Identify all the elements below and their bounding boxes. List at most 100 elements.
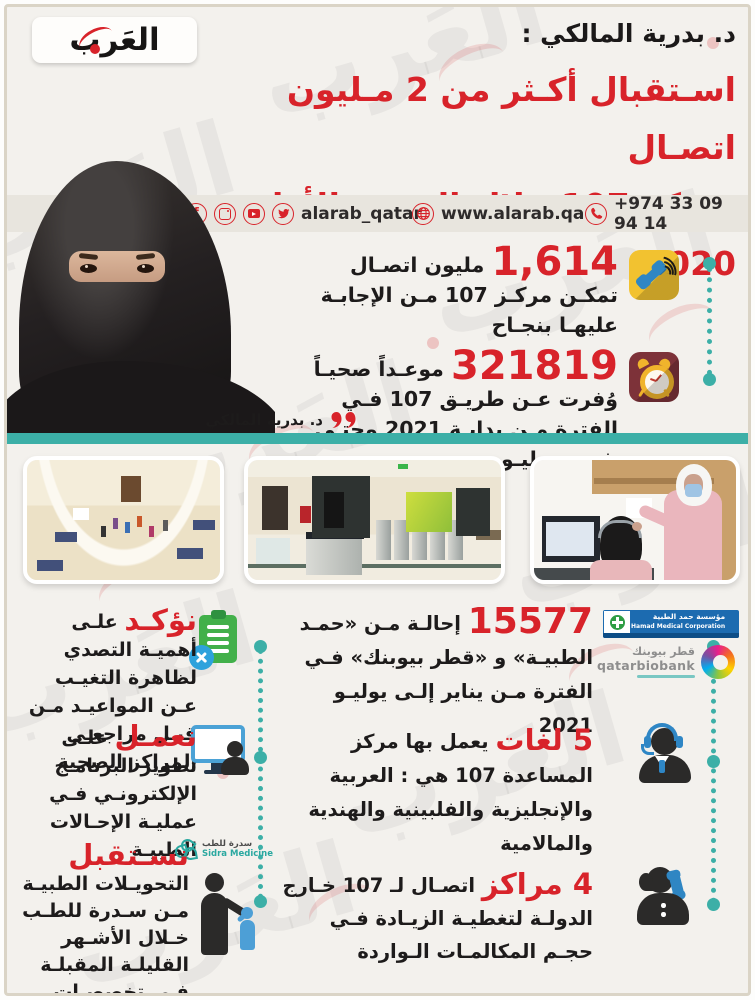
call-agent-icon	[635, 722, 695, 784]
woman-operator-icon	[635, 865, 695, 931]
hamad-strip	[603, 633, 739, 638]
body-dot	[661, 912, 666, 917]
stats-connector-line	[707, 267, 712, 375]
qbb-mark-icon	[700, 645, 735, 679]
eye	[137, 264, 154, 273]
face-mask	[685, 484, 702, 497]
hamad-flower-icon	[609, 614, 625, 630]
qbb-ar: قطر بيوبنك	[632, 644, 695, 658]
alarab-logo-text: العَرب	[69, 22, 160, 58]
social-group: f alarab_qatar	[185, 195, 422, 232]
note-text: علـى تطوير البرنامـج الإلكترونـي فـي عمل…	[49, 727, 197, 861]
clipboard-line	[207, 641, 229, 645]
hamad-ar: مؤسسة حمد الطبية	[652, 612, 726, 621]
stat-referrals-block: 15577 إحالـة مـن «حمـد الطبيـة» و «قطر ب…	[293, 604, 594, 743]
note-no-show-block: نؤكـد علـى أهميـة التصدي لظاهرة التغيـب …	[15, 606, 197, 776]
portrait-photo	[7, 155, 275, 433]
sound-wave	[663, 265, 673, 275]
alarab-logo: العَرب	[32, 17, 197, 63]
stat-value: 4 مراكز	[481, 867, 593, 901]
stat-appointments: 321819 موعـداً صحيـاً وُفرت عـن طريـق 10…	[283, 346, 619, 474]
clipboard-line	[207, 633, 229, 637]
agent-earcup	[676, 736, 683, 748]
stat-label: إحالـة مـن «حمـد الطبيـة» و «قطر بيوبنك»…	[299, 612, 593, 737]
clipboard-clip	[211, 610, 226, 619]
instagram-icon[interactable]	[214, 202, 236, 225]
right-column-connector	[711, 649, 716, 903]
alarm-clock-icon	[629, 352, 679, 402]
eyebrow	[78, 253, 99, 260]
phone-group: +974 33 09 94 14	[585, 193, 748, 234]
agent-headset	[646, 723, 678, 741]
alarm-bell	[658, 356, 673, 370]
eyebrow	[135, 253, 156, 260]
agent-earcup	[644, 736, 651, 748]
seated-agent-shoulders	[590, 560, 652, 580]
monitor-stand	[211, 763, 223, 770]
stat-value: 15577	[467, 601, 594, 642]
stat-centers-block: 4 مراكز اتصـال لـ 107 خـارج الدولـة لتغط…	[273, 869, 593, 968]
stat-label: مليون اتصـال تمكـن مركـز 107 مـن الإجابـ…	[320, 253, 618, 337]
instagram-glyph	[219, 207, 231, 220]
pointing-hand	[632, 522, 642, 531]
connector-node	[707, 898, 720, 911]
note-text: علـى أهميـة التصدي لظاهرة التغيـب عـن ال…	[28, 611, 197, 773]
qatar-biobank-logo: قطر بيوبنك qatarbiobank	[597, 645, 735, 679]
photo-lobby-turnstiles	[244, 456, 505, 584]
twitter-icon[interactable]	[272, 202, 294, 225]
stat-label: يعمل بها مركز المساعدة 107 هي : العربية …	[308, 730, 593, 855]
stat-label: اتصـال لـ 107 خـارج الدولـة لتغطيـة الزي…	[282, 874, 593, 963]
stat-value: 321819	[451, 343, 619, 389]
page-frame: العَرب العَرب العَرب العَرب العَرب العَر…	[4, 4, 751, 996]
sidra-medicine-logo: سدرة للطب Sidra Medicine	[173, 836, 273, 862]
hamad-emblem	[604, 611, 630, 633]
person-head	[227, 741, 243, 757]
phone-number: +974 33 09 94 14	[614, 193, 723, 234]
hamad-medical-logo: مؤسسة حمد الطبية Hamad Medical Corporati…	[603, 610, 739, 638]
cancel-badge-icon	[189, 645, 214, 670]
person-body	[221, 757, 249, 775]
note-lead: نسـتقبل	[68, 838, 189, 872]
connector-node	[254, 640, 267, 653]
monitor-base	[204, 770, 230, 774]
operator-body	[637, 893, 689, 925]
website-url[interactable]: www.alarab.qa	[441, 203, 585, 224]
social-handle[interactable]: alarab_qatar	[301, 203, 422, 224]
website-group: www.alarab.qa	[412, 195, 584, 232]
clipboard-line	[207, 649, 229, 653]
youtube-glyph	[248, 209, 260, 218]
kicker: د. بدرية المالكي :	[521, 19, 736, 48]
divider-bar	[7, 433, 748, 444]
clock-leg	[638, 388, 645, 398]
note-eprogram-block: نعمـل علـى تطوير البرنامـج الإلكترونـي ف…	[15, 722, 197, 864]
note-sidra-block: نسـتقبل التحويـلات الطبيـة مـن سـدرة للط…	[15, 841, 189, 996]
sound-wave	[660, 256, 679, 276]
handset-glyph	[639, 263, 665, 288]
child-body	[240, 920, 255, 950]
clock-leg	[663, 388, 670, 398]
connector-node	[707, 755, 720, 768]
youtube-icon[interactable]	[243, 202, 265, 225]
phone-app-icon	[629, 250, 679, 300]
clock-face	[640, 365, 674, 399]
globe-glyph	[416, 207, 430, 220]
note-lead: نعمـل	[114, 719, 198, 753]
photo-hospital-atrium	[23, 456, 224, 584]
phone-glyph	[590, 207, 602, 219]
photo-detail	[27, 460, 220, 580]
note-text: التحويـلات الطبيـة مـن سـدرة للطـب خـلال…	[22, 873, 189, 996]
agent-tie	[659, 760, 665, 773]
adult-child-icon	[197, 873, 261, 965]
connector-node	[254, 895, 267, 908]
photo-detail	[248, 460, 501, 580]
connector-node	[703, 257, 716, 270]
eye	[80, 264, 97, 273]
phone-contact-icon	[585, 202, 607, 225]
operator-hair	[639, 873, 653, 891]
alarab-logo-dot-icon	[90, 44, 100, 54]
stat-calls-answered: 1,614 مليون اتصـال تمكـن مركـز 107 مـن ا…	[288, 242, 619, 340]
sound-wave	[661, 260, 677, 276]
note-lead: نؤكـد	[124, 603, 197, 637]
photo-call-center-nurses	[530, 456, 740, 584]
